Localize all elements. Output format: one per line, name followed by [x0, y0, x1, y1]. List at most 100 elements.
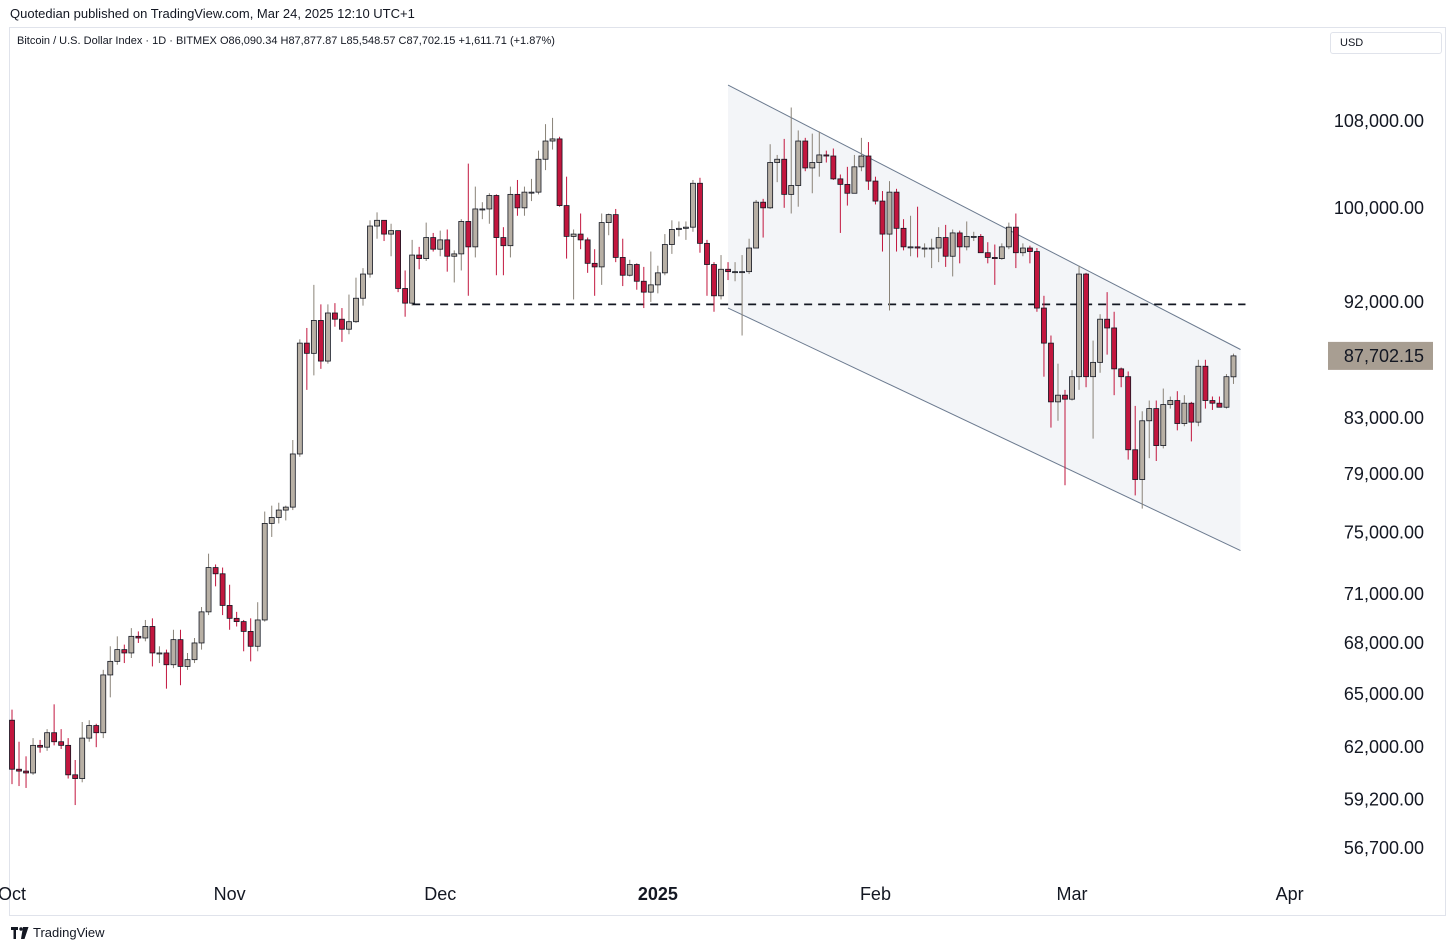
- candle-down: [633, 263, 640, 290]
- candle-down: [1125, 371, 1132, 460]
- candle-body: [170, 639, 177, 666]
- candle-down: [591, 249, 598, 296]
- candle-up: [668, 220, 675, 254]
- candle-body: [444, 239, 451, 257]
- candle-up: [254, 602, 261, 652]
- candle-body: [353, 297, 359, 323]
- candle-body: [1160, 404, 1167, 446]
- candle-up: [816, 131, 823, 177]
- candle-body: [893, 191, 900, 229]
- candle-body: [346, 321, 352, 330]
- candle-body: [451, 253, 458, 257]
- candle-down: [563, 176, 570, 259]
- candle-up: [928, 238, 935, 269]
- candle-body: [1153, 408, 1160, 446]
- candle-body: [1062, 394, 1068, 400]
- candle-down: [1048, 335, 1054, 428]
- candle-body: [1027, 247, 1033, 252]
- candle-up: [198, 607, 205, 650]
- candle-body: [549, 138, 556, 142]
- candle-down: [837, 174, 844, 233]
- candle-body: [149, 626, 156, 654]
- candle-up: [451, 250, 458, 283]
- candle-up: [360, 268, 366, 306]
- candle-body: [1216, 402, 1223, 408]
- currency-selector[interactable]: USD: [1330, 32, 1442, 54]
- candle-up: [1160, 388, 1167, 449]
- candle-body: [521, 191, 528, 209]
- footer-brand-text: TradingView: [33, 925, 105, 940]
- x-tick-label: Apr: [1276, 884, 1304, 904]
- candle-up: [114, 636, 121, 665]
- candle-body: [16, 768, 22, 772]
- candle-body: [79, 737, 86, 779]
- candle-body: [247, 631, 254, 647]
- candle-body: [1181, 402, 1188, 424]
- last-price-badge: [1328, 341, 1433, 370]
- candle-body: [970, 235, 977, 238]
- candle-down: [984, 242, 991, 264]
- candle-body: [935, 237, 942, 249]
- candle-body: [437, 239, 444, 250]
- candle-body: [690, 182, 696, 228]
- candle-up: [739, 255, 745, 336]
- candle-down: [402, 270, 409, 317]
- candle-up: [774, 154, 781, 183]
- candle-down: [704, 239, 710, 296]
- candle-down: [830, 148, 837, 180]
- last-price-marker: 87,702.15: [1328, 341, 1433, 370]
- candle-body: [374, 219, 380, 227]
- candle-body: [430, 237, 437, 250]
- candle-body: [163, 652, 170, 666]
- candle-down: [1202, 359, 1209, 409]
- candle-body: [928, 247, 935, 250]
- candle-body: [837, 178, 844, 185]
- candle-down: [1209, 396, 1216, 410]
- candle-body: [9, 719, 15, 770]
- candle-body: [1146, 408, 1153, 422]
- candle-down: [226, 584, 233, 630]
- candle-down: [1062, 389, 1068, 486]
- candle-down: [1153, 400, 1160, 462]
- candle-down: [317, 304, 324, 369]
- candle-body: [900, 227, 907, 248]
- candle-up: [767, 144, 774, 209]
- candle-down: [612, 208, 619, 263]
- candle-up: [963, 221, 970, 251]
- y-tick-label: 92,000.00: [1344, 292, 1424, 312]
- candle-up: [346, 294, 352, 335]
- candle-down: [760, 198, 767, 238]
- candle-body: [795, 140, 802, 186]
- candle-down: [514, 179, 521, 216]
- candle-body: [409, 254, 416, 304]
- candle-up: [437, 230, 444, 257]
- candle-up: [528, 178, 535, 202]
- candle-up: [100, 669, 107, 739]
- candle-down: [697, 177, 703, 253]
- candle-down: [465, 163, 472, 296]
- candle-up: [1069, 370, 1075, 401]
- candle-body: [563, 205, 570, 237]
- candle-body: [788, 185, 795, 195]
- candle-body: [1139, 420, 1146, 480]
- candle-up: [374, 212, 380, 239]
- channel-upper-line: [727, 84, 1241, 350]
- candle-body: [942, 237, 949, 257]
- candle-up: [795, 130, 802, 207]
- candle-down: [177, 629, 184, 686]
- y-tick-label: 68,000.00: [1344, 633, 1424, 653]
- candle-down: [500, 227, 507, 276]
- candle-body: [72, 774, 79, 779]
- candle-body: [1048, 342, 1054, 403]
- candle-body: [844, 183, 851, 194]
- candle-body: [219, 573, 226, 606]
- candle-body: [711, 264, 717, 297]
- candle-body: [416, 254, 423, 260]
- candle-down: [914, 206, 921, 258]
- candle-body: [479, 208, 486, 211]
- candle-down: [135, 631, 142, 643]
- candle-body: [598, 222, 605, 268]
- candle-up: [1223, 374, 1230, 409]
- candle-body: [360, 273, 366, 299]
